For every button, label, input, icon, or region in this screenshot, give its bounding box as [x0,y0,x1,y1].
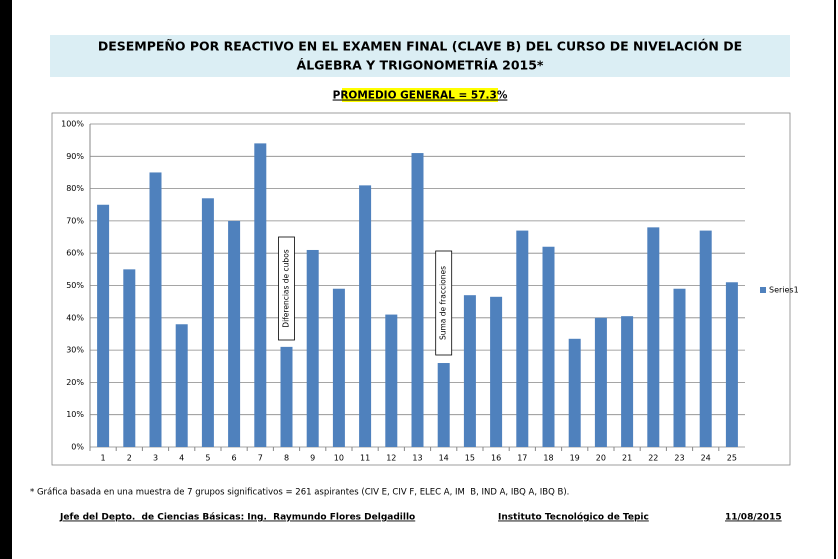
bar [673,288,686,447]
x-tick-label: 25 [727,454,737,463]
bar [516,230,529,447]
y-tick-label: 0% [71,443,84,452]
title-band [50,35,790,77]
y-tick-label: 60% [66,249,84,258]
x-tick-label: 2 [127,454,132,463]
x-tick-label: 17 [517,454,527,463]
right-border [834,0,836,559]
x-tick-label: 21 [622,454,632,463]
x-tick-label: 23 [674,454,684,463]
y-tick-label: 100% [61,120,84,129]
chart-title: DESEMPEÑO POR REACTIVO EN EL EXAMEN FINA… [98,39,742,54]
x-tick-label: 11 [360,454,370,463]
x-tick-label: 8 [284,454,289,463]
bar [175,324,188,447]
y-tick-label: 20% [66,378,84,387]
x-tick-label: 16 [491,454,501,463]
annotation-box [278,236,295,341]
x-tick-label: 13 [412,454,422,463]
x-tick-label: 12 [386,454,396,463]
x-tick-label: 15 [465,454,475,463]
x-tick-label: 1 [101,454,106,463]
bar [385,314,398,447]
footer-left: Jefe del Depto. de Ciencias Básicas: Ing… [59,513,415,523]
x-tick-label: 19 [570,454,580,463]
left-border [0,0,12,559]
bar [123,269,136,447]
x-tick-label: 18 [543,454,553,463]
x-tick-label: 14 [439,454,449,463]
subtitle: PROMEDIO GENERAL = 57.3% [333,90,508,102]
y-tick-label: 50% [66,281,84,290]
x-tick-label: 10 [334,454,344,463]
x-tick-label: 7 [258,454,263,463]
bar [280,346,293,447]
bar [97,204,110,447]
bar [411,153,424,447]
bar [359,185,372,447]
annotation: Suma de fracciones [439,266,448,340]
y-tick-label: 90% [66,152,84,161]
footnote: * Gráfica basada en una muestra de 7 gru… [30,488,569,498]
chart-title: ÁLGEBRA Y TRIGONOMETRÍA 2015* [297,58,544,73]
x-tick-label: 22 [648,454,658,463]
x-tick-label: 5 [205,454,210,463]
y-tick-label: 30% [66,346,84,355]
x-tick-label: 6 [232,454,237,463]
bar [594,317,607,447]
bar [332,288,345,447]
bar [149,172,162,447]
annotation-box [435,250,453,356]
y-tick-label: 70% [66,216,84,225]
bar [621,316,634,447]
y-tick-label: 80% [66,184,84,193]
x-tick-label: 24 [701,454,711,463]
bar [437,363,450,447]
footer-center: Instituto Tecnológico de Tepic [498,512,649,523]
legend-swatch [760,287,766,293]
annotation: Diferencias de cubos [282,249,291,327]
x-tick-label: 20 [596,454,606,463]
x-tick-label: 4 [179,454,184,463]
bar [463,295,476,447]
bar [647,227,660,447]
bar [254,143,267,447]
y-tick-label: 40% [66,313,84,322]
legend-label: Series1 [769,286,799,295]
y-tick-label: 10% [66,410,84,419]
footer-right: 11/08/2015 [725,513,782,523]
x-tick-label: 9 [310,454,315,463]
bar [699,230,712,447]
bar [201,198,214,447]
bar [568,338,581,447]
bar [306,249,319,447]
bar [542,246,555,447]
bar [725,282,738,447]
x-tick-label: 3 [153,454,158,463]
bar [490,296,503,447]
subtitle-highlight [342,88,498,102]
bar [228,220,241,447]
